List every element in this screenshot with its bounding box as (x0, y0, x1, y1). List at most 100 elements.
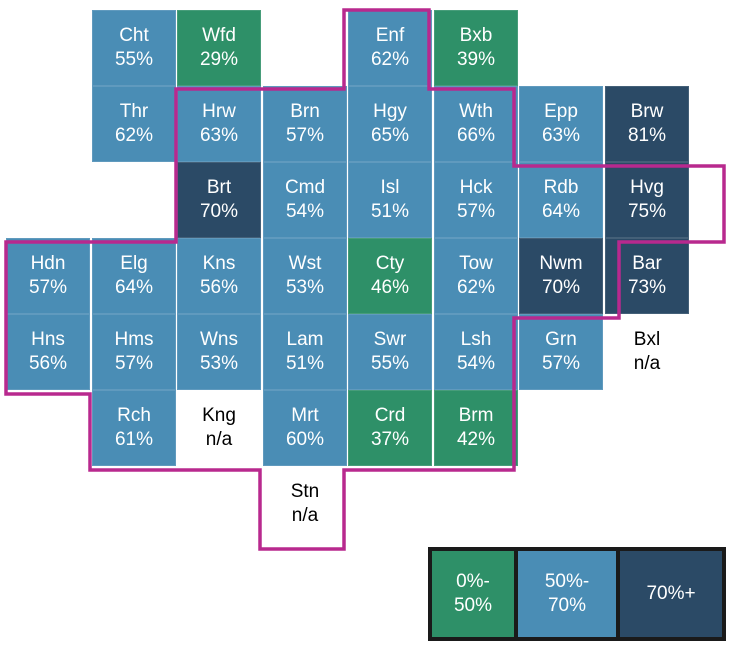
legend-item-mid: 50%- 70% (514, 547, 620, 641)
tile-code: Wns (200, 329, 238, 350)
tile-code: Bxl (633, 329, 661, 350)
tile-code: Lam (286, 329, 324, 350)
tile-value: 42% (456, 429, 496, 450)
tile-code: Hvg (630, 177, 664, 198)
tile-code: Brw (630, 101, 664, 122)
tile-rdb: Rdb 64% (519, 162, 603, 238)
tile-lsh: Lsh 54% (434, 314, 518, 390)
tile-code: Cht (119, 25, 149, 46)
tile-kns: Kns 56% (177, 238, 261, 314)
tile-brt: Brt 70% (177, 162, 261, 238)
tile-code: Brm (458, 405, 494, 426)
tile-bxl: Bxl n/a (605, 314, 689, 390)
tile-value: 66% (456, 125, 496, 146)
tile-value: 64% (541, 201, 581, 222)
tile-value: 55% (370, 353, 410, 374)
tile-cmd: Cmd 54% (263, 162, 347, 238)
tile-value: 62% (370, 49, 410, 70)
tile-lam: Lam 51% (263, 314, 347, 390)
tile-value: 70% (199, 201, 239, 222)
tile-value: 73% (627, 277, 667, 298)
tile-hvg: Hvg 75% (605, 162, 689, 238)
tile-stn: Stn n/a (263, 466, 347, 542)
tile-enf: Enf 62% (348, 10, 432, 86)
tile-code: Kng (202, 405, 236, 426)
tile-grn: Grn 57% (519, 314, 603, 390)
tile-value: 51% (370, 201, 410, 222)
tile-value: 63% (541, 125, 581, 146)
tile-code: Brn (290, 101, 320, 122)
tile-code: Wst (288, 253, 322, 274)
tile-code: Cty (375, 253, 405, 274)
tile-code: Lsh (460, 329, 492, 350)
tile-code: Elg (120, 253, 148, 274)
tile-code: Tow (459, 253, 493, 274)
tile-value: 39% (456, 49, 496, 70)
tile-wth: Wth 66% (434, 86, 518, 162)
tile-code: Wfd (202, 25, 236, 46)
tile-value: 37% (370, 429, 410, 450)
tile-crd: Crd 37% (348, 390, 432, 466)
tile-isl: Isl 51% (348, 162, 432, 238)
tile-code: Rdb (543, 177, 579, 198)
tile-code: Hgy (373, 101, 407, 122)
tile-wfd: Wfd 29% (177, 10, 261, 86)
tile-code: Wth (459, 101, 493, 122)
tile-hms: Hms 57% (92, 314, 176, 390)
tile-hgy: Hgy 65% (348, 86, 432, 162)
tile-value: 53% (285, 277, 325, 298)
tile-code: Crd (374, 405, 406, 426)
legend-item-high: 70%+ (616, 547, 726, 641)
tile-code: Swr (373, 329, 407, 350)
tile-value: 57% (285, 125, 325, 146)
tile-value: 29% (199, 49, 239, 70)
tile-value: n/a (633, 353, 661, 374)
tile-code: Cmd (284, 177, 326, 198)
tile-wns: Wns 53% (177, 314, 261, 390)
boundary-outline (4, 8, 726, 551)
tile-code: Stn (290, 481, 320, 502)
tile-swr: Swr 55% (348, 314, 432, 390)
tile-value: 57% (456, 201, 496, 222)
tile-value: 63% (199, 125, 239, 146)
tile-value: 55% (114, 49, 154, 70)
tile-brn: Brn 57% (263, 86, 347, 162)
tile-code: Brt (206, 177, 232, 198)
tile-hdn: Hdn 57% (6, 238, 90, 314)
tile-code: Nwm (539, 253, 583, 274)
tile-value: 57% (28, 277, 68, 298)
tile-value: 64% (114, 277, 154, 298)
tile-value: n/a (291, 505, 319, 526)
tile-code: Thr (119, 101, 149, 122)
tile-cty: Cty 46% (348, 238, 432, 314)
tile-value: 56% (28, 353, 68, 374)
tile-epp: Epp 63% (519, 86, 603, 162)
tile-mrt: Mrt 60% (263, 390, 347, 466)
tile-brw: Brw 81% (605, 86, 689, 162)
tile-hns: Hns 56% (6, 314, 90, 390)
tile-code: Mrt (291, 405, 319, 426)
tile-code: Grn (545, 329, 577, 350)
tile-code: Enf (375, 25, 405, 46)
tile-brm: Brm 42% (434, 390, 518, 466)
tile-kng: Kng n/a (177, 390, 261, 466)
tile-code: Kns (202, 253, 236, 274)
tile-code: Epp (544, 101, 578, 122)
tile-value: 70% (541, 277, 581, 298)
legend-label: 70%+ (646, 583, 696, 604)
tile-value: 65% (370, 125, 410, 146)
tile-nwm: Nwm 70% (519, 238, 603, 314)
tile-code: Rch (117, 405, 151, 426)
tile-code: Isl (380, 177, 400, 198)
tile-value: 57% (114, 353, 154, 374)
tile-thr: Thr 62% (92, 86, 176, 162)
tile-value: 54% (456, 353, 496, 374)
tile-value: 54% (285, 201, 325, 222)
tile-tow: Tow 62% (434, 238, 518, 314)
legend-label: 50%- 70% (544, 571, 590, 616)
tile-hrw: Hrw 63% (177, 86, 261, 162)
tile-value: 81% (627, 125, 667, 146)
tile-wst: Wst 53% (263, 238, 347, 314)
